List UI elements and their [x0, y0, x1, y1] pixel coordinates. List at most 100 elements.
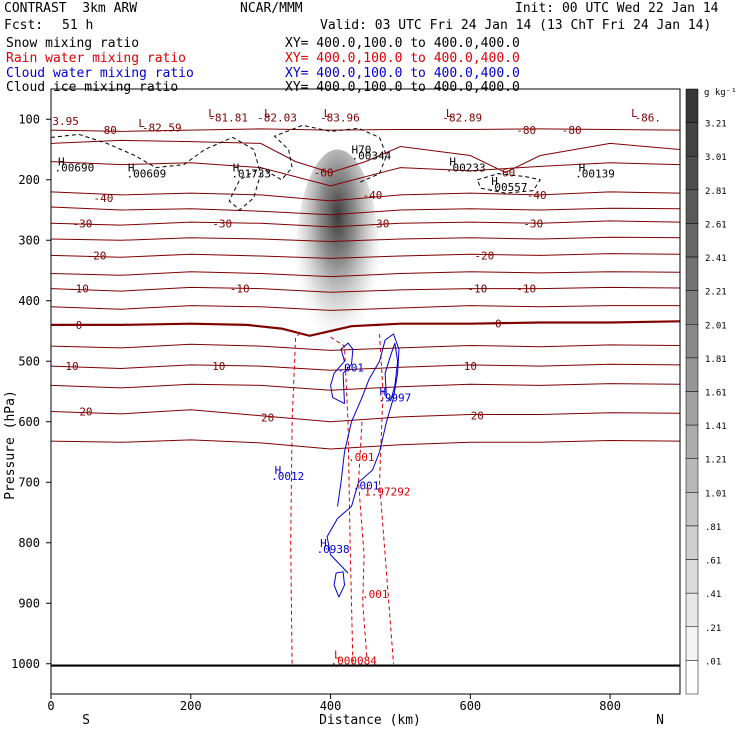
colorbar-label: 1.81 — [705, 355, 727, 365]
temperature-contour-label: -10 — [69, 283, 89, 296]
init-time: Init: 00 UTC Wed 22 Jan 14 — [515, 1, 719, 16]
field-name-snow: Snow mixing ratio — [6, 36, 140, 51]
field-extremum-label: .00233 — [446, 162, 486, 175]
colorbar-segment — [685, 391, 699, 426]
temperature-contour-label: -20 — [86, 249, 106, 262]
colorbar-label: 2.21 — [705, 288, 727, 298]
temperature-contour — [51, 320, 680, 337]
colorbar-label: 1.01 — [705, 489, 727, 499]
colorbar-segment — [685, 223, 699, 258]
colorbar-segment — [685, 155, 699, 191]
rain-water-contour — [378, 333, 394, 664]
colorbar-unit: g kg⁻¹ — [704, 88, 737, 98]
temperature-contour — [51, 220, 680, 228]
field-extremum-label: L — [631, 107, 638, 120]
cloud-ice-contours — [51, 124, 542, 211]
cloud-water-contour — [330, 342, 354, 405]
field-extremum-label: -82.03 — [257, 111, 297, 124]
field-extremum-label: .001 — [362, 588, 389, 601]
cloud-ice-contour — [476, 173, 542, 194]
field-extremum-label: H — [320, 537, 327, 550]
y-tick-label: 300 — [18, 233, 40, 247]
field-extremum-label: .001 — [338, 361, 365, 374]
fcst-label: Fcst: — [4, 18, 44, 33]
temperature-contour-label: -60 — [314, 166, 334, 179]
field-extremum-label: -86. — [635, 111, 662, 124]
colorbar-label: .61 — [705, 557, 721, 567]
temperature-contour-label: -30 — [73, 217, 93, 230]
field-extremum-label: L — [334, 649, 341, 662]
temperature-contour-label: -30 — [370, 217, 390, 230]
fcst-value: 51 h — [62, 18, 94, 33]
field-extremum-label: L — [324, 107, 331, 120]
temperature-contour-label: 0 — [495, 318, 502, 331]
x-tick-label: 600 — [459, 699, 481, 713]
colorbar-label: .21 — [705, 624, 721, 634]
field-extremum-label: .00139 — [575, 168, 615, 181]
colorbar-label: 1.61 — [705, 389, 727, 399]
temperature-contour-label: -40 — [93, 192, 113, 205]
temperature-contour-label: -10 — [230, 283, 250, 296]
colorbar-segment — [685, 357, 699, 392]
field-extremum-label: H — [233, 162, 240, 175]
field-extremum-label: .01733 — [231, 168, 271, 181]
field-extremum-label: H — [449, 156, 456, 169]
temperature-contours: -80 -80 -80-60 -60-40 -40 -40-30 -30 -30 -30-20-… — [51, 124, 680, 450]
colorbar-label: 2.81 — [705, 187, 727, 197]
field-extremum-label: .00690 — [54, 162, 94, 175]
temperature-contour — [51, 139, 680, 174]
temperature-contour-label: -10 — [516, 283, 536, 296]
y-tick-label: 800 — [18, 536, 40, 550]
field-extremum-label: H — [128, 162, 135, 175]
rain-water-contour — [330, 336, 354, 664]
colorbar-segment — [685, 88, 699, 123]
field-extremum-label: L — [264, 107, 271, 120]
colorbar-label: .81 — [705, 523, 721, 533]
rain-water-contours — [290, 330, 394, 664]
field-extremum-label: H — [58, 156, 65, 169]
y-tick-label: 400 — [18, 294, 40, 308]
annotations: 3.95 L-82.59L-81.81 L-82.03 L-83.96 L-82.89 L… — [52, 107, 661, 668]
temperature-contour — [51, 305, 680, 311]
temperature-contour-label: 10 — [464, 360, 477, 373]
y-tick-label: 1000 — [11, 657, 40, 671]
temperature-contour-label: 20 — [261, 412, 274, 425]
colorbar-segment — [685, 458, 699, 493]
colorbar-segment — [685, 189, 699, 224]
field-extremum-label: H — [275, 464, 282, 477]
temperature-contour-label: -40 — [363, 189, 383, 202]
field-extremum-label: -82.89 — [442, 111, 482, 124]
x-end-label-north: N — [656, 713, 664, 728]
colorbar-label: 1.41 — [705, 422, 727, 432]
field-extremum-label: .001 — [348, 451, 375, 464]
colorbar-label: 1.21 — [705, 456, 727, 466]
plot-frame — [50, 88, 681, 695]
temperature-contour-label: -80 — [97, 124, 117, 137]
temperature-contour — [51, 363, 680, 371]
field-xy-cloud-water: XY= 400.0,100.0 to 400.0,400.0 — [285, 66, 520, 81]
field-extremum-label: .0012 — [271, 470, 304, 483]
field-xy-snow: XY= 400.0,100.0 to 400.0,400.0 — [285, 36, 520, 51]
colorbar: 3.21 3.01 2.81 2.61 2.41 2.21 2.01 1.81 1.61 1.41… — [685, 88, 727, 695]
temperature-contour-label: -20 — [474, 249, 494, 262]
x-end-label-south: S — [82, 713, 90, 728]
field-extremum-label: .00344 — [352, 150, 392, 163]
colorbar-segment — [685, 424, 699, 459]
x-axis-label: Distance (km) — [319, 713, 421, 728]
temperature-contour — [51, 253, 680, 259]
field-extremum-label: -83.96 — [320, 111, 360, 124]
y-tick-label: 500 — [18, 354, 40, 368]
field-name-rain: Rain water mixing ratio — [6, 51, 187, 66]
colorbar-segment — [685, 626, 699, 661]
colorbar-segment — [685, 492, 699, 527]
y-tick-label: 100 — [18, 112, 40, 126]
x-tick-label: 0 — [47, 699, 54, 713]
temperature-contour-label: -30 — [212, 217, 232, 230]
field-extremum-label: 1.97292 — [364, 485, 410, 498]
temperature-contour — [51, 409, 680, 423]
colorbar-segment — [685, 525, 699, 560]
valid-time: Valid: 03 UTC Fri 24 Jan 14 (13 ChT Fri … — [320, 18, 712, 33]
field-name-cloud-water: Cloud water mixing ratio — [6, 66, 194, 81]
colorbar-label: 2.41 — [705, 254, 727, 264]
